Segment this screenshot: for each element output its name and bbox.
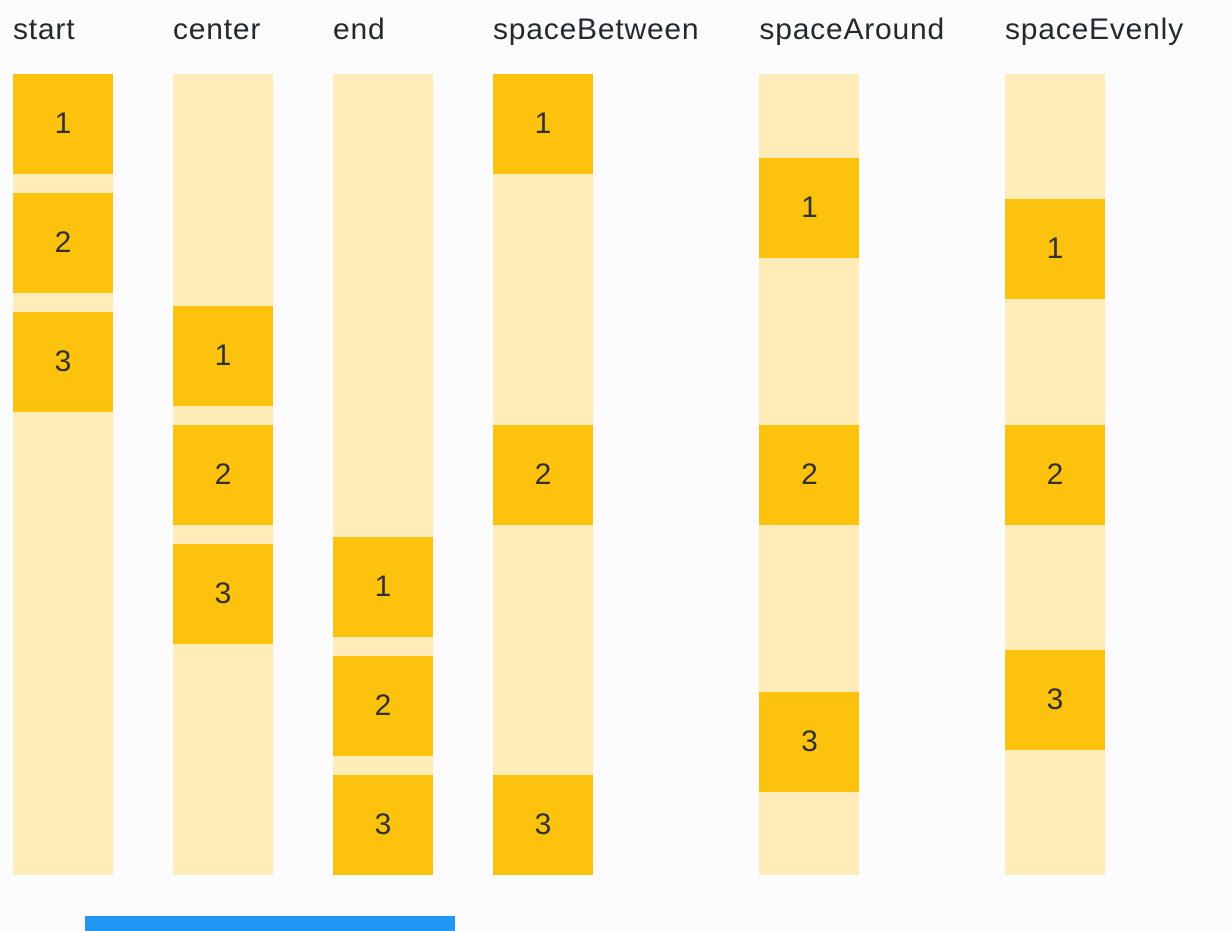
flex-item: 2 (333, 656, 433, 756)
flex-track: 1 2 3 (173, 74, 273, 875)
flex-track: 1 2 3 (1005, 74, 1105, 875)
alignment-column-center: center 1 2 3 (173, 10, 273, 875)
flex-item: 2 (13, 193, 113, 293)
flex-item: 3 (493, 775, 593, 875)
flex-item: 3 (1005, 649, 1105, 750)
column-label: end (333, 13, 386, 46)
flex-item: 1 (333, 537, 433, 637)
flex-track: 1 2 3 (759, 74, 860, 875)
flex-track: 1 2 3 (493, 74, 593, 875)
column-label: spaceAround (759, 13, 945, 46)
alignment-column-spaceEvenly: spaceEvenly 1 2 3 (1005, 10, 1184, 875)
flex-track: 1 2 3 (13, 74, 113, 875)
flex-item: 2 (173, 424, 273, 525)
alignment-column-end: end 1 2 3 (333, 10, 433, 875)
column-label: spaceEvenly (1005, 13, 1184, 46)
flex-item: 1 (493, 74, 593, 174)
progress-bar (85, 916, 455, 931)
flex-item: 2 (493, 424, 593, 525)
flex-item: 1 (1005, 199, 1105, 300)
flex-item: 3 (333, 775, 433, 875)
column-label: start (13, 13, 76, 46)
column-label: spaceBetween (493, 13, 700, 46)
flex-item: 2 (1005, 424, 1105, 525)
flex-item: 1 (13, 74, 113, 174)
flex-item: 3 (173, 543, 273, 644)
alignment-column-start: start 1 2 3 (13, 10, 113, 875)
flex-item: 2 (759, 424, 860, 525)
column-label: center (173, 13, 262, 46)
flex-item: 3 (13, 312, 113, 412)
flex-track: 1 2 3 (333, 74, 433, 875)
flex-item: 1 (759, 157, 860, 258)
alignment-column-spaceAround: spaceAround 1 2 3 (759, 10, 945, 875)
alignment-column-spaceBetween: spaceBetween 1 2 3 (493, 10, 699, 875)
flex-item: 3 (759, 691, 860, 792)
flex-item: 1 (173, 305, 273, 406)
